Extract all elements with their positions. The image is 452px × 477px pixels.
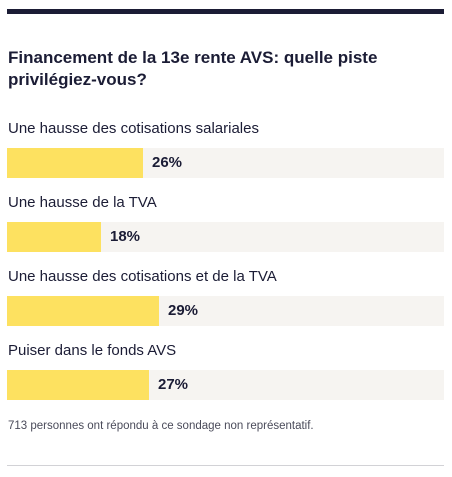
poll-option-label: Une hausse de la TVA	[8, 194, 157, 211]
bar-fill	[7, 222, 101, 252]
poll-option-label: Une hausse des cotisations et de la TVA	[8, 268, 277, 285]
bar-track: 26%	[7, 148, 444, 178]
poll-option: Une hausse des cotisations et de la TVA 2…	[7, 266, 444, 340]
poll-option-label: Puiser dans le fonds AVS	[8, 342, 177, 359]
poll-option: Puiser dans le fonds AVS 27%	[7, 340, 444, 414]
poll-footnote: 713 personnes ont répondu à ce sondage n…	[8, 420, 314, 432]
poll-options: Une hausse des cotisations salariales 26%…	[7, 118, 444, 414]
bar-fill	[7, 370, 149, 400]
poll-option: Une hausse des cotisations salariales 26%	[7, 118, 444, 192]
poll-question: Financement de la 13e rente AVS: quelle …	[8, 48, 378, 89]
bar-value-label: 29%	[168, 302, 199, 319]
bar-fill	[7, 296, 159, 326]
poll-option-label: Une hausse des cotisations salariales	[8, 120, 259, 137]
bottom-rule	[7, 465, 444, 466]
bar-track: 18%	[7, 222, 444, 252]
bar-value-label: 18%	[110, 228, 141, 245]
bar-value-label: 27%	[158, 376, 189, 393]
bar-value-label: 26%	[152, 154, 183, 171]
bar-fill	[7, 148, 143, 178]
poll-option: Une hausse de la TVA 18%	[7, 192, 444, 266]
bar-track: 29%	[7, 296, 444, 326]
top-rule	[7, 9, 444, 14]
bar-track: 27%	[7, 370, 444, 400]
